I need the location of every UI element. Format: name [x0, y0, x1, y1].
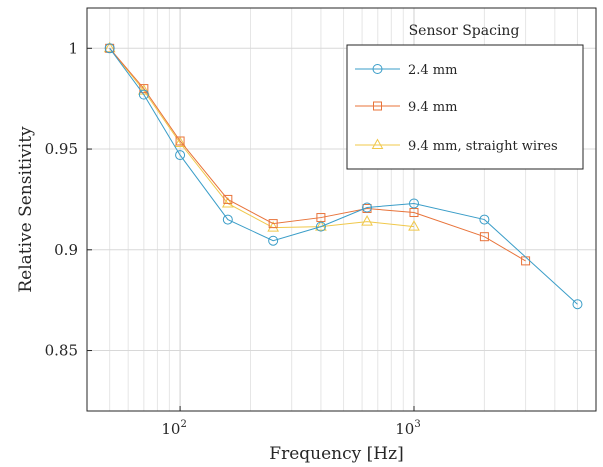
- legend-box: [346, 44, 584, 170]
- triangle-marker: [174, 136, 186, 148]
- square-marker: [268, 219, 278, 229]
- square-marker: [175, 136, 185, 146]
- circle-marker: [138, 89, 149, 100]
- circle-marker: [315, 221, 326, 232]
- triangle-marker: [408, 220, 420, 231]
- series-line: [109, 47, 526, 262]
- series-circle: [104, 43, 583, 310]
- square-marker: [409, 208, 419, 218]
- circle-marker: [268, 235, 279, 246]
- x-tick-exponent: 3: [414, 419, 420, 430]
- y-axis-label: Relative Sensitivity: [16, 126, 36, 293]
- x-axis-label: Frequency [Hz]: [269, 444, 403, 464]
- square-marker: [479, 232, 489, 242]
- square-marker: [223, 194, 233, 204]
- legend: 2.4 mm 9.4 mm 9.4 mm, straight wires: [346, 44, 584, 170]
- plot-area: [86, 7, 597, 412]
- x-tick-label: 103: [395, 419, 420, 438]
- y-tick-label: 0.85: [45, 342, 78, 360]
- legend-entry-label: 2.4 mm: [408, 63, 457, 78]
- legend-entry-label: 9.4 mm: [408, 100, 457, 115]
- circle-marker: [175, 150, 186, 161]
- legend-title: Sensor Spacing: [409, 23, 520, 39]
- triangle-marker: [361, 215, 373, 226]
- y-tick-label: 0.95: [45, 140, 78, 158]
- y-tick-label: 1: [68, 39, 78, 57]
- circle-marker: [222, 214, 233, 225]
- circle-marker: [479, 214, 490, 225]
- x-tick-base: 10: [395, 420, 414, 438]
- square-marker: [316, 213, 326, 223]
- circle-marker: [362, 202, 373, 213]
- circle-marker: [572, 299, 583, 310]
- y-tick-label: 0.9: [54, 241, 78, 259]
- triangle-marker: [371, 138, 384, 149]
- legend-entry-label: 9.4 mm, straight wires: [408, 139, 558, 154]
- series-line: [109, 47, 415, 229]
- circle-marker: [408, 198, 419, 209]
- series-line: [109, 48, 578, 305]
- triangle-marker: [267, 221, 280, 232]
- square-marker: [373, 101, 382, 111]
- circle-marker: [104, 43, 115, 54]
- x-tick-exponent: 2: [180, 419, 186, 430]
- triangle-marker: [221, 196, 234, 208]
- x-tick-label: 102: [161, 419, 186, 438]
- x-tick-base: 10: [161, 420, 180, 438]
- circle-marker: [372, 64, 383, 74]
- series-group: [103, 41, 583, 310]
